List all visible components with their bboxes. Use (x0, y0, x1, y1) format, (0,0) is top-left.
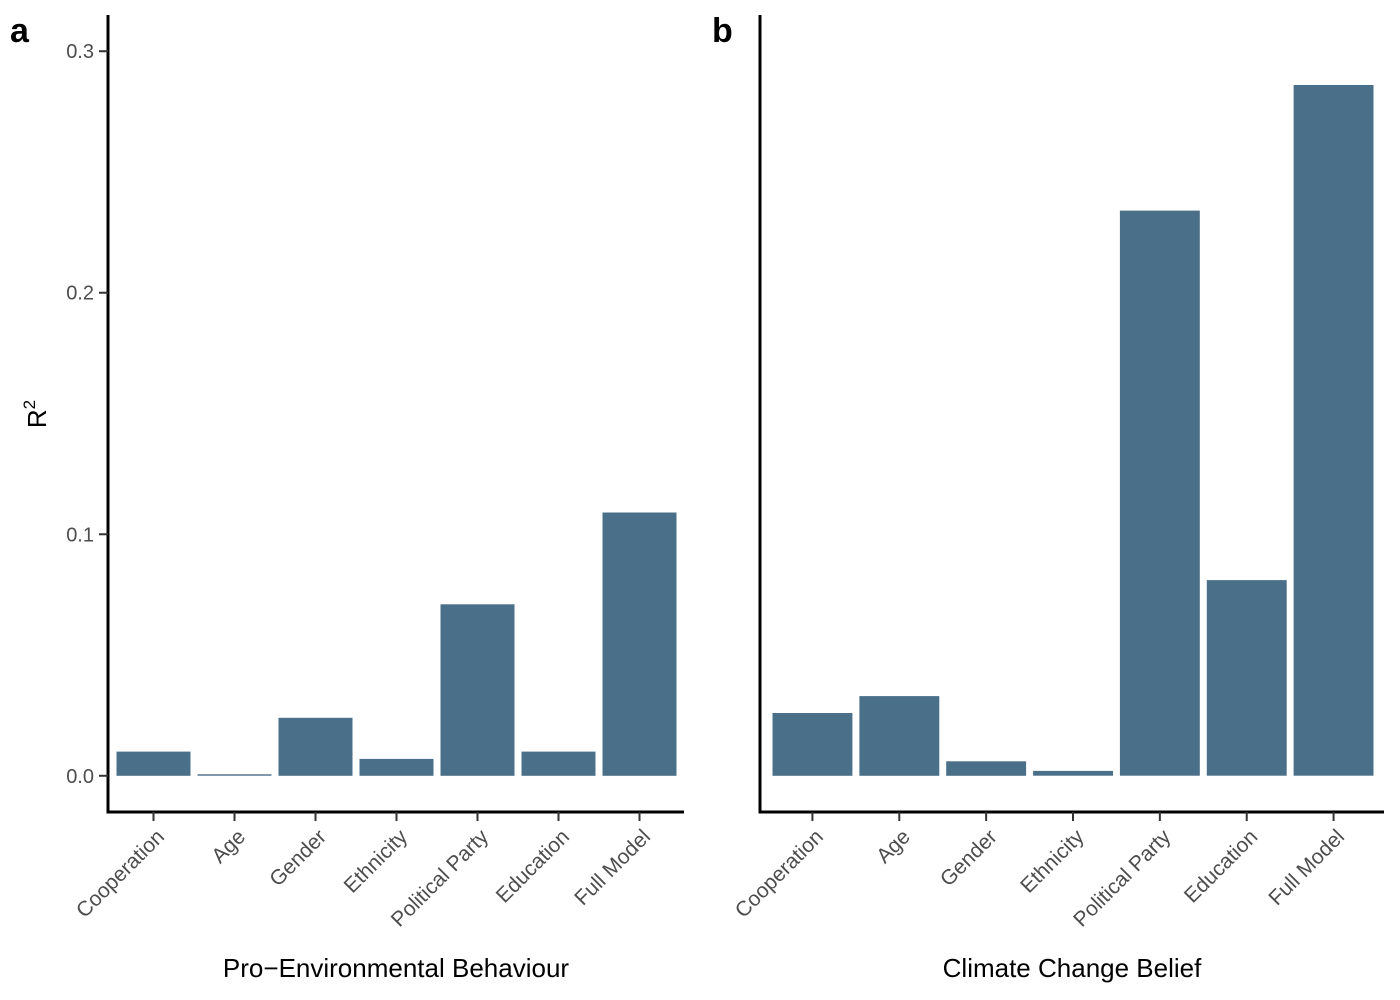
panel-a-y-tick-label: 0.1 (66, 524, 94, 546)
panel-a-bar-age (197, 774, 272, 776)
panel-b-x-tick-label: Age (872, 825, 915, 868)
panel-b-bar-ethnicity (1033, 770, 1113, 776)
panel-a-x-axis-label: Pro−Environmental Behaviour (223, 953, 569, 983)
y-axis-label-superscript: 2 (20, 400, 39, 409)
panel-a-x-tick-label: Age (207, 825, 250, 868)
panel-b-bar-age (859, 696, 940, 776)
panel-b-x-tick-label: Education (1180, 825, 1262, 907)
panel-a-y-ticks: 0.0 0.1 0.2 0.3 (66, 41, 108, 788)
panel-a-y-tick-label: 0.2 (66, 283, 94, 305)
panel-b-x-tick-label: Cooperation (731, 825, 828, 922)
panel-b-bar-gender (946, 761, 1027, 776)
panel-a-bars (116, 512, 677, 776)
panel-a-x-tick-label: Gender (265, 825, 331, 891)
panel-b-bar-full-model (1293, 85, 1374, 776)
panel-a-bar-cooperation (116, 751, 191, 776)
y-axis-label-text: R (22, 409, 52, 428)
panel-a-x-tick-label: Ethnicity (340, 825, 413, 898)
panel-letter-a: a (10, 12, 30, 50)
panel-a-x-tick-label: Cooperation (72, 825, 169, 922)
panel-a-x-tick-label: Full Model (570, 825, 655, 910)
panel-b-bar-education (1206, 580, 1287, 776)
panel-a-x-tick-label: Education (492, 825, 574, 907)
panel-a-bar-full-model (602, 512, 677, 776)
panel-a-bar-ethnicity (359, 758, 434, 776)
panel-a-y-tick-label: 0.0 (66, 766, 94, 788)
panel-b-x-axis-label: Climate Change Belief (943, 953, 1202, 983)
panel-b-x-tick-label: Gender (936, 825, 1002, 891)
panel-a-bar-education (521, 751, 596, 776)
panel-a-y-tick-label: 0.3 (66, 41, 94, 63)
panel-b-x-tick-label: Full Model (1264, 825, 1349, 910)
panel-b: b Cooperation Age Gender EthnicityPolitical… (712, 12, 1384, 983)
panel-a-bar-political-party (440, 604, 515, 776)
panel-b-bar-political-party (1119, 210, 1200, 776)
panel-letter-b: b (712, 12, 733, 50)
panel-b-x-tick-label: Ethnicity (1016, 825, 1089, 898)
panel-a-y-axis-label: R2 (20, 400, 52, 428)
panel-a-bar-gender (278, 717, 353, 776)
panel-a: a 0.0 0.1 0.2 0.3 Cooperation Age Gender Ethni… (10, 12, 684, 983)
panel-b-bars (772, 85, 1374, 776)
panel-b-bar-cooperation (772, 713, 853, 776)
